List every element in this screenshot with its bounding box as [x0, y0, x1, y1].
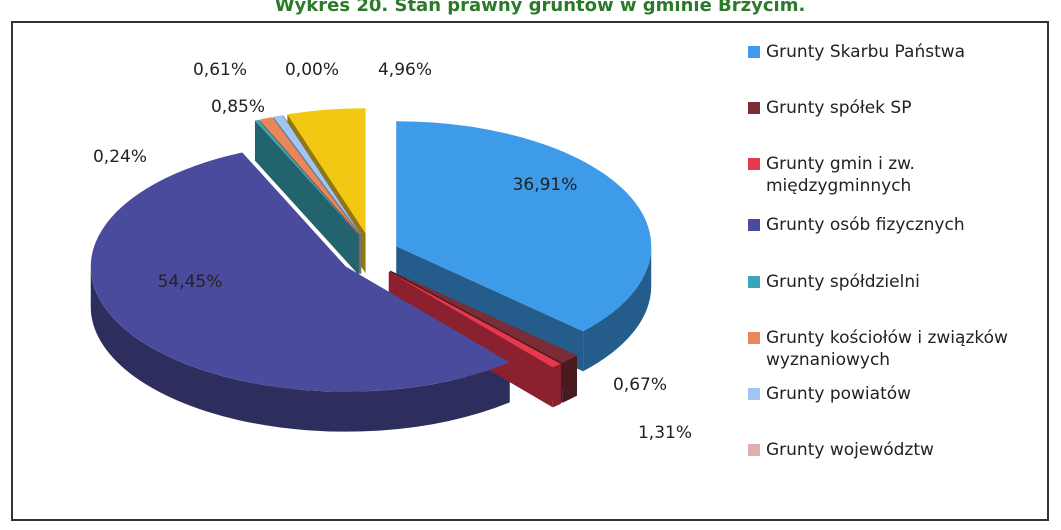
pie-slice: [283, 115, 362, 235]
data-label: 0,00%: [285, 60, 339, 80]
legend-label: Grunty Skarbu Państwa: [766, 42, 965, 62]
legend-label: Grunty gmin i zw. międzygminnych: [766, 154, 915, 196]
pie-slice: [388, 271, 561, 368]
slice-wall: [258, 119, 359, 275]
legend-label: Grunty spółdzielni: [766, 272, 920, 292]
data-label: 0,85%: [211, 97, 265, 117]
legend-label: Grunty województw: [766, 440, 934, 460]
legend-label: Grunty osób fizycznych: [766, 215, 965, 235]
pie-slice: [90, 152, 510, 392]
slice-wall: [388, 271, 553, 408]
pie-slice: [254, 119, 359, 235]
slice-side: [90, 266, 510, 432]
legend-swatch: [748, 444, 760, 456]
pie-slice: [396, 121, 652, 332]
legend-label: Grunty powiatów: [766, 384, 911, 404]
legend-swatch: [748, 219, 760, 231]
legend-label: Grunty spółek SP: [766, 98, 911, 118]
legend-label: Grunty kościołów i związków wyznaniowych: [766, 328, 1008, 370]
data-label: 36,91%: [513, 175, 578, 195]
slice-side: [562, 355, 578, 403]
data-label: 4,96%: [378, 60, 432, 80]
pie-slice: [259, 117, 360, 235]
legend-swatch: [748, 102, 760, 114]
chart-title: Wykres 20. Stan prawny gruntów w gminie …: [275, 0, 806, 16]
legend-swatch: [748, 46, 760, 58]
legend-swatch: [748, 332, 760, 344]
pie-slice: [273, 115, 361, 235]
pie-slice: [390, 270, 578, 363]
data-label: 54,45%: [158, 272, 223, 292]
data-label: 0,67%: [613, 375, 667, 395]
data-label: 0,24%: [93, 147, 147, 167]
data-label: 1,31%: [638, 423, 692, 443]
legend-swatch: [748, 158, 760, 170]
data-label: 0,61%: [193, 60, 247, 80]
legend-swatch: [748, 388, 760, 400]
legend-swatch: [748, 276, 760, 288]
slice-side: [552, 363, 561, 408]
slice-side: [583, 246, 652, 372]
pie-slice: [287, 108, 366, 234]
